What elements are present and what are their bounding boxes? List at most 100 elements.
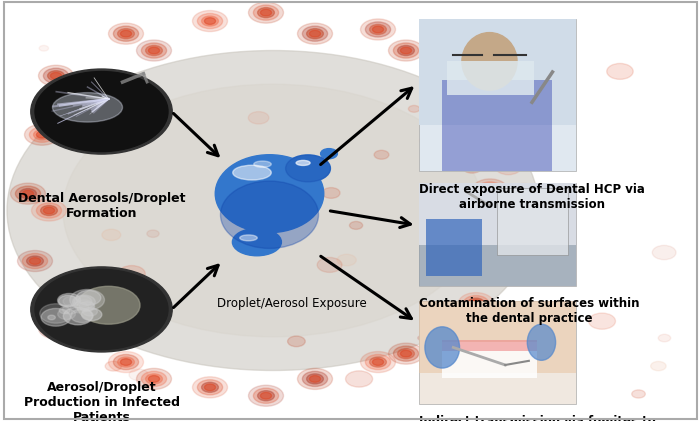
Circle shape bbox=[442, 270, 454, 277]
Circle shape bbox=[35, 72, 168, 152]
Circle shape bbox=[39, 45, 48, 51]
Circle shape bbox=[498, 241, 510, 248]
Circle shape bbox=[458, 198, 486, 215]
Circle shape bbox=[496, 239, 512, 249]
Circle shape bbox=[193, 377, 228, 398]
Bar bbox=[497, 188, 568, 255]
Circle shape bbox=[71, 309, 93, 322]
Circle shape bbox=[202, 16, 218, 26]
Circle shape bbox=[48, 323, 64, 333]
Circle shape bbox=[29, 258, 41, 264]
Circle shape bbox=[7, 51, 539, 370]
Circle shape bbox=[146, 374, 162, 384]
Bar bbox=[419, 19, 576, 171]
Circle shape bbox=[59, 296, 77, 306]
Circle shape bbox=[63, 307, 92, 325]
Circle shape bbox=[48, 315, 55, 320]
Circle shape bbox=[458, 293, 493, 314]
Circle shape bbox=[470, 300, 482, 306]
Circle shape bbox=[62, 100, 78, 110]
Circle shape bbox=[41, 309, 71, 326]
Circle shape bbox=[248, 385, 284, 406]
Circle shape bbox=[38, 318, 74, 339]
Bar bbox=[419, 301, 576, 373]
Circle shape bbox=[419, 134, 442, 147]
Circle shape bbox=[309, 30, 321, 37]
Circle shape bbox=[607, 64, 634, 79]
Circle shape bbox=[468, 79, 484, 89]
Circle shape bbox=[658, 334, 671, 342]
Circle shape bbox=[76, 290, 101, 305]
Circle shape bbox=[129, 369, 148, 381]
Bar bbox=[442, 342, 537, 378]
Circle shape bbox=[298, 23, 332, 44]
Circle shape bbox=[120, 359, 132, 365]
Bar bbox=[447, 61, 533, 95]
Circle shape bbox=[40, 304, 72, 323]
Circle shape bbox=[393, 346, 419, 361]
Circle shape bbox=[440, 269, 456, 279]
Circle shape bbox=[286, 155, 330, 182]
Circle shape bbox=[463, 77, 489, 92]
Circle shape bbox=[102, 229, 121, 240]
Circle shape bbox=[491, 237, 517, 252]
Ellipse shape bbox=[216, 155, 323, 232]
Circle shape bbox=[63, 84, 483, 337]
Circle shape bbox=[148, 47, 160, 54]
Circle shape bbox=[486, 234, 522, 255]
Circle shape bbox=[470, 152, 496, 168]
Circle shape bbox=[22, 253, 48, 269]
Circle shape bbox=[346, 371, 372, 387]
Circle shape bbox=[57, 309, 76, 320]
Circle shape bbox=[430, 263, 466, 284]
Circle shape bbox=[321, 149, 337, 159]
Circle shape bbox=[25, 124, 60, 145]
Circle shape bbox=[458, 74, 493, 95]
Circle shape bbox=[302, 26, 328, 41]
Circle shape bbox=[466, 149, 500, 171]
Circle shape bbox=[31, 267, 172, 352]
Circle shape bbox=[286, 155, 330, 182]
Circle shape bbox=[400, 47, 412, 54]
Circle shape bbox=[365, 22, 391, 37]
Circle shape bbox=[372, 359, 384, 365]
Circle shape bbox=[482, 184, 498, 195]
Circle shape bbox=[475, 378, 484, 384]
Circle shape bbox=[136, 40, 172, 61]
Circle shape bbox=[468, 298, 484, 308]
Circle shape bbox=[398, 45, 414, 56]
Circle shape bbox=[651, 362, 666, 371]
Ellipse shape bbox=[232, 165, 272, 180]
Circle shape bbox=[81, 309, 102, 321]
Circle shape bbox=[113, 26, 139, 41]
Circle shape bbox=[10, 183, 46, 204]
Circle shape bbox=[118, 29, 134, 39]
Bar bbox=[419, 301, 576, 404]
Circle shape bbox=[253, 5, 279, 20]
Circle shape bbox=[309, 376, 321, 382]
Circle shape bbox=[370, 357, 386, 367]
Circle shape bbox=[74, 296, 92, 306]
Circle shape bbox=[484, 246, 496, 253]
Circle shape bbox=[652, 245, 676, 260]
Circle shape bbox=[57, 296, 83, 311]
Circle shape bbox=[486, 124, 522, 145]
Circle shape bbox=[370, 24, 386, 35]
Circle shape bbox=[477, 157, 489, 163]
Circle shape bbox=[62, 298, 78, 308]
Circle shape bbox=[496, 130, 512, 140]
Text: Dental Aerosols/Droplet
Formation: Dental Aerosols/Droplet Formation bbox=[18, 192, 186, 220]
Text: Indirect transmission via fomites to
Dental HCP and/or patients: Indirect transmission via fomites to Den… bbox=[419, 415, 655, 421]
Circle shape bbox=[75, 300, 94, 312]
Circle shape bbox=[38, 65, 74, 86]
Ellipse shape bbox=[527, 324, 556, 360]
Circle shape bbox=[475, 386, 493, 397]
Circle shape bbox=[428, 190, 454, 207]
Circle shape bbox=[118, 266, 145, 282]
Circle shape bbox=[463, 368, 477, 376]
Ellipse shape bbox=[232, 228, 281, 256]
Circle shape bbox=[258, 391, 274, 401]
Bar bbox=[419, 183, 576, 286]
Text: Aerosol/Droplet
Production in Infected
Patients: Aerosol/Droplet Production in Infected P… bbox=[24, 381, 179, 421]
Circle shape bbox=[52, 95, 88, 116]
